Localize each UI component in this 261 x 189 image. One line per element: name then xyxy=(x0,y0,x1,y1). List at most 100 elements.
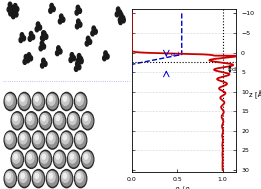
Circle shape xyxy=(62,133,69,144)
Circle shape xyxy=(106,54,109,59)
Circle shape xyxy=(60,92,73,111)
Circle shape xyxy=(52,6,55,12)
Circle shape xyxy=(81,150,94,168)
Circle shape xyxy=(48,94,57,109)
Circle shape xyxy=(13,152,20,163)
Circle shape xyxy=(28,154,31,159)
Circle shape xyxy=(63,96,67,101)
Circle shape xyxy=(20,33,24,38)
Circle shape xyxy=(36,22,40,27)
Circle shape xyxy=(48,133,55,144)
Circle shape xyxy=(33,133,43,147)
Circle shape xyxy=(19,171,29,186)
Circle shape xyxy=(46,131,59,149)
Circle shape xyxy=(55,114,62,125)
Circle shape xyxy=(69,113,79,128)
Circle shape xyxy=(34,94,41,105)
Circle shape xyxy=(40,63,44,68)
Text: $\sigma\downarrow$: $\sigma\downarrow$ xyxy=(170,50,181,58)
Circle shape xyxy=(74,170,87,188)
Circle shape xyxy=(77,96,81,101)
Circle shape xyxy=(91,31,94,36)
Circle shape xyxy=(8,2,12,7)
Circle shape xyxy=(76,62,79,67)
Circle shape xyxy=(70,53,74,58)
Circle shape xyxy=(10,6,13,11)
Circle shape xyxy=(58,49,62,54)
Circle shape xyxy=(76,19,80,24)
Circle shape xyxy=(20,94,27,105)
Circle shape xyxy=(9,11,12,16)
Circle shape xyxy=(20,133,27,144)
Circle shape xyxy=(34,133,41,144)
Circle shape xyxy=(31,35,35,40)
Circle shape xyxy=(49,96,52,101)
Circle shape xyxy=(4,170,16,188)
Circle shape xyxy=(33,94,43,109)
Circle shape xyxy=(79,22,82,27)
Circle shape xyxy=(56,115,60,121)
Circle shape xyxy=(50,3,54,9)
Circle shape xyxy=(62,133,72,147)
Circle shape xyxy=(32,92,45,111)
Circle shape xyxy=(26,113,37,128)
Circle shape xyxy=(19,94,29,109)
Circle shape xyxy=(40,113,50,128)
Circle shape xyxy=(62,94,72,109)
Circle shape xyxy=(7,7,11,12)
Circle shape xyxy=(27,152,34,163)
Circle shape xyxy=(24,54,28,60)
Circle shape xyxy=(55,152,64,167)
Circle shape xyxy=(76,133,86,147)
Circle shape xyxy=(76,133,83,144)
Circle shape xyxy=(49,173,52,178)
Circle shape xyxy=(54,112,66,130)
Circle shape xyxy=(48,94,55,105)
Circle shape xyxy=(39,112,52,130)
Circle shape xyxy=(33,171,43,186)
Circle shape xyxy=(44,34,47,39)
Circle shape xyxy=(39,46,43,51)
Circle shape xyxy=(120,15,123,20)
Circle shape xyxy=(83,113,93,128)
Circle shape xyxy=(76,94,86,109)
Circle shape xyxy=(41,152,48,163)
Circle shape xyxy=(13,9,16,14)
Circle shape xyxy=(28,36,32,41)
Circle shape xyxy=(18,92,31,111)
Circle shape xyxy=(67,112,80,130)
Circle shape xyxy=(60,131,73,149)
Circle shape xyxy=(42,31,45,36)
Circle shape xyxy=(26,57,29,63)
Circle shape xyxy=(77,60,80,65)
Circle shape xyxy=(76,58,80,64)
Text: d: d xyxy=(232,67,236,72)
Circle shape xyxy=(21,135,24,140)
Circle shape xyxy=(76,5,80,10)
Circle shape xyxy=(120,12,123,18)
Circle shape xyxy=(5,172,13,182)
Circle shape xyxy=(104,51,107,56)
Circle shape xyxy=(25,150,38,168)
Circle shape xyxy=(35,96,38,101)
Circle shape xyxy=(77,135,81,140)
Circle shape xyxy=(74,66,78,71)
Circle shape xyxy=(70,154,74,159)
Circle shape xyxy=(5,94,13,105)
Circle shape xyxy=(122,18,125,23)
Circle shape xyxy=(40,152,50,167)
Circle shape xyxy=(49,8,52,13)
Circle shape xyxy=(80,59,83,64)
Circle shape xyxy=(60,170,73,188)
X-axis label: $\rho_e/\rho_{\infty}$: $\rho_e/\rho_{\infty}$ xyxy=(174,185,194,189)
Circle shape xyxy=(72,56,75,61)
Circle shape xyxy=(35,173,38,178)
Circle shape xyxy=(42,58,45,63)
Circle shape xyxy=(42,115,45,121)
Circle shape xyxy=(77,173,81,178)
Y-axis label: z [Å]: z [Å] xyxy=(249,91,261,99)
Circle shape xyxy=(12,152,22,167)
Circle shape xyxy=(27,114,34,125)
Circle shape xyxy=(4,92,16,111)
Circle shape xyxy=(42,44,45,49)
